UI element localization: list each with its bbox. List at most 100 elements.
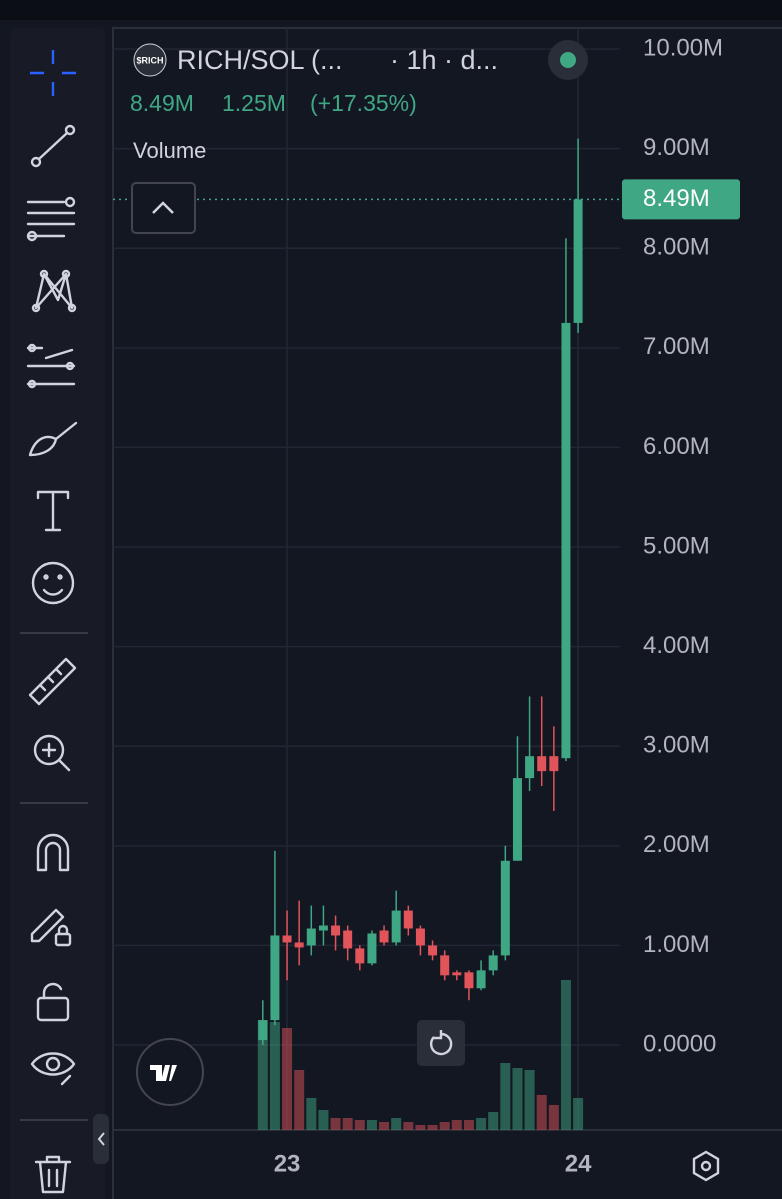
y-tick-label: 7.00M <box>643 333 710 360</box>
candle-body <box>525 756 535 779</box>
volume-pane <box>257 980 584 1130</box>
change-percent: (+17.35%) <box>310 90 417 116</box>
candle-body <box>428 945 438 956</box>
candle-body <box>464 972 474 989</box>
volume-bar <box>476 1118 487 1130</box>
symbol-name[interactable]: RICH/SOL (... <box>177 45 343 75</box>
volume-bar <box>463 1120 474 1130</box>
lock-drawings-tool[interactable] <box>30 908 72 947</box>
candle-body <box>391 910 401 943</box>
tv-logo[interactable] <box>136 1038 204 1106</box>
trend-line-tool[interactable] <box>30 124 76 168</box>
grid <box>113 28 620 1130</box>
candle-body <box>452 972 462 976</box>
visibility-tool[interactable] <box>30 1052 76 1086</box>
x-tick-label: 24 <box>565 1150 592 1177</box>
candle-body <box>294 942 304 948</box>
interval[interactable]: · 1h · d... <box>390 45 498 75</box>
pattern-tool[interactable] <box>31 269 77 313</box>
candle-body <box>379 930 389 943</box>
candle-body <box>367 933 377 964</box>
forecast-tool[interactable] <box>26 343 76 389</box>
delete-tool[interactable] <box>34 1155 72 1194</box>
collapse-legend-button[interactable] <box>131 182 196 234</box>
candle-body <box>561 322 571 759</box>
volume-bar <box>427 1125 438 1130</box>
volume-bar <box>548 1105 559 1130</box>
volume-bar <box>573 1098 584 1130</box>
symbol-logo <box>133 43 167 77</box>
volume-bar <box>415 1125 426 1130</box>
ruler-tool[interactable] <box>28 657 77 706</box>
candle-body <box>403 910 413 929</box>
y-tick-label: 3.00M <box>643 732 710 759</box>
y-tick-label: 2.00M <box>643 831 710 858</box>
emoji-tool[interactable] <box>31 561 75 605</box>
axes: 0.0000 1.00M 2.00M 3.00M 4.00M 5.00M 6.00M 7.00… <box>113 34 740 1177</box>
candle-body <box>331 925 341 936</box>
volume-bar <box>524 1070 535 1130</box>
volume-bar <box>318 1110 329 1130</box>
volume-bar <box>536 1095 547 1130</box>
zoom-tool[interactable] <box>33 734 71 772</box>
y-tick-label: 4.00M <box>643 632 710 659</box>
chevron-up <box>152 201 174 214</box>
price-tag-label: 8.49M <box>643 185 710 212</box>
fib-tool[interactable] <box>26 196 76 242</box>
price-tag <box>622 179 740 220</box>
volume-bar <box>488 1112 499 1130</box>
candle-body <box>549 756 559 772</box>
volume-bar <box>342 1118 353 1130</box>
settings-icon <box>700 1160 712 1172</box>
volume-bar <box>512 1068 523 1130</box>
volume-bar <box>439 1122 450 1130</box>
candle-body <box>355 948 365 964</box>
volume-bar <box>282 1028 293 1130</box>
y-tick-label: 9.00M <box>643 134 710 161</box>
top-strip <box>0 0 782 20</box>
reset-icon <box>429 1030 453 1056</box>
volume-bar <box>379 1122 390 1130</box>
volume-bar <box>330 1118 341 1130</box>
logo-text: $RICH <box>136 55 163 65</box>
candle-body <box>306 928 316 946</box>
candle-body <box>488 955 498 971</box>
magnet-tool[interactable] <box>36 833 70 872</box>
candle-body <box>282 935 292 943</box>
text-tool[interactable] <box>36 490 70 532</box>
volume-bar <box>269 1022 280 1130</box>
candles <box>258 138 583 1046</box>
volume-bar <box>257 1020 268 1130</box>
y-tick-label: 8.00M <box>643 234 710 261</box>
settings-button[interactable] <box>692 1150 720 1182</box>
candle-body <box>500 860 510 956</box>
brush-tool[interactable] <box>28 421 78 457</box>
volume-bar <box>354 1120 365 1130</box>
toolbar <box>10 28 105 1199</box>
volume-bar <box>391 1118 402 1130</box>
candle-body <box>343 930 353 949</box>
collapse-arrow <box>97 1132 105 1146</box>
volume-bar <box>403 1122 414 1130</box>
volume-bar <box>294 1070 305 1130</box>
candle-body <box>258 1020 268 1041</box>
lock-tool[interactable] <box>36 982 70 1022</box>
crosshair-tool[interactable] <box>30 50 76 96</box>
volume-bar <box>366 1120 377 1130</box>
candle-body <box>270 935 280 1021</box>
chart-panel <box>112 27 782 1199</box>
x-tick-label: 23 <box>274 1150 301 1177</box>
candle-body <box>440 955 450 976</box>
volume-bar <box>306 1098 317 1130</box>
candle-body <box>573 199 583 323</box>
collapse-toggle[interactable] <box>93 1114 109 1164</box>
candle-body <box>512 778 522 861</box>
candle-body <box>415 928 425 946</box>
indicator-name: Volume <box>133 138 206 163</box>
volume-bar <box>560 980 571 1130</box>
reset-button[interactable] <box>417 1020 465 1066</box>
volume-bar <box>500 1063 511 1130</box>
tv-logo-mark <box>150 1065 177 1081</box>
